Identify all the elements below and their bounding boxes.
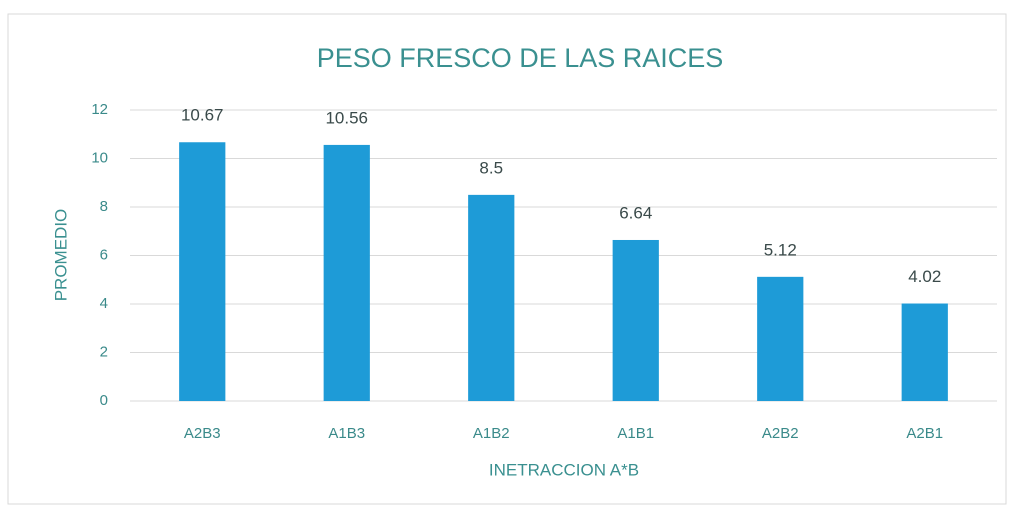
bar: [901, 303, 948, 401]
y-tick-label: 0: [100, 392, 108, 409]
bar: [468, 194, 515, 401]
y-tick-label: 6: [100, 246, 108, 263]
bar: [612, 239, 659, 401]
y-tick-label: 2: [100, 343, 108, 360]
y-tick-label: 8: [100, 198, 108, 215]
data-label: 5.12: [764, 240, 797, 259]
bar: [757, 276, 804, 401]
x-tick-label: A1B1: [617, 425, 654, 442]
data-label: 6.64: [619, 203, 652, 222]
x-tick-label: A1B3: [328, 425, 365, 442]
data-label: 10.67: [181, 106, 224, 125]
data-label: 10.56: [325, 108, 368, 127]
bar: [323, 144, 370, 402]
y-axis-title: PROMEDIO: [51, 209, 70, 302]
data-label: 4.02: [908, 267, 941, 286]
bar: [179, 142, 226, 401]
data-label: 8.5: [479, 158, 503, 177]
x-tick-label: A1B2: [473, 425, 510, 442]
x-tick-label: A2B2: [762, 425, 799, 442]
chart-title: PESO FRESCO DE LAS RAICES: [317, 43, 724, 73]
y-tick-label: 12: [91, 101, 108, 118]
x-tick-label: A2B1: [906, 425, 943, 442]
y-tick-label: 10: [91, 149, 108, 166]
x-axis-title: INETRACCION A*B: [489, 460, 639, 479]
x-tick-label: A2B3: [184, 425, 221, 442]
y-tick-label: 4: [100, 295, 108, 312]
